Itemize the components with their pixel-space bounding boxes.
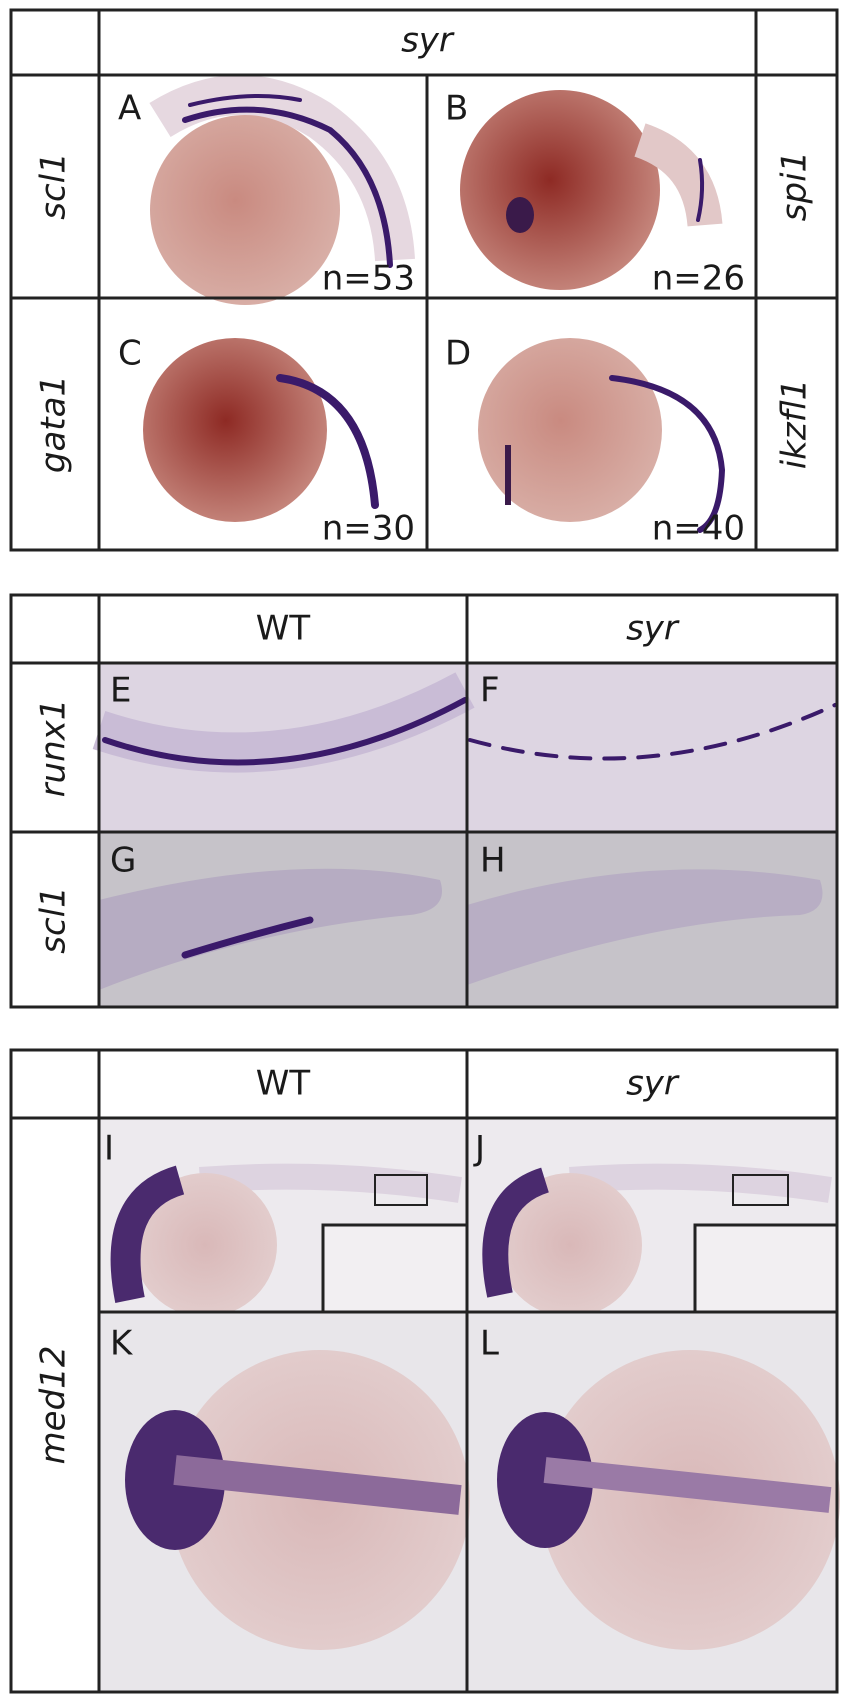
- column-header: syr: [401, 21, 455, 61]
- row-label: spi1: [775, 151, 815, 221]
- embryo: [478, 338, 662, 522]
- frame: [9, 8, 839, 552]
- column-header: syr: [626, 1064, 680, 1104]
- panel-letter: E: [110, 671, 131, 711]
- panel-letter: G: [110, 841, 136, 881]
- panel-letter: H: [480, 841, 506, 881]
- column-header: WT: [256, 1064, 311, 1104]
- row-label: gata1: [34, 375, 74, 473]
- row-label: med12: [34, 1346, 74, 1465]
- frame: [9, 1048, 839, 1694]
- sample-count: n=40: [652, 509, 745, 549]
- row-label: scl1: [34, 152, 74, 220]
- panel-3: WT syr med12 I J K L: [9, 1048, 840, 1694]
- sample-count: n=26: [652, 259, 745, 299]
- panel-1: syr scl1 spi1 gata1 ikzfl1 A B C D n=53 …: [9, 8, 839, 552]
- sample-count: n=30: [322, 509, 415, 549]
- row-label: scl1: [34, 886, 74, 954]
- sample-count: n=53: [322, 259, 415, 299]
- panel-letter: L: [480, 1324, 499, 1364]
- panel-letter: I: [104, 1129, 114, 1169]
- panel-letter: F: [480, 671, 500, 711]
- panel-letter: J: [473, 1129, 485, 1169]
- embryo: [460, 90, 660, 290]
- embryo: [498, 1173, 642, 1317]
- panel-letter: B: [445, 89, 468, 129]
- column-header: syr: [626, 609, 680, 649]
- frame: [9, 593, 839, 1009]
- row-label: runx1: [34, 699, 74, 798]
- panel-2: WT syr runx1 scl1 E F G H: [9, 593, 839, 1009]
- embryo: [143, 338, 327, 522]
- embryo: [133, 1173, 277, 1317]
- panel-letter: K: [110, 1324, 134, 1364]
- embryo: [540, 1350, 840, 1650]
- panel-letter: A: [118, 89, 141, 129]
- row-label: ikzfl1: [775, 379, 815, 470]
- panel-letter: C: [118, 334, 142, 374]
- embryo: [150, 115, 340, 305]
- panel-letter: D: [445, 334, 471, 374]
- column-header: WT: [256, 609, 311, 649]
